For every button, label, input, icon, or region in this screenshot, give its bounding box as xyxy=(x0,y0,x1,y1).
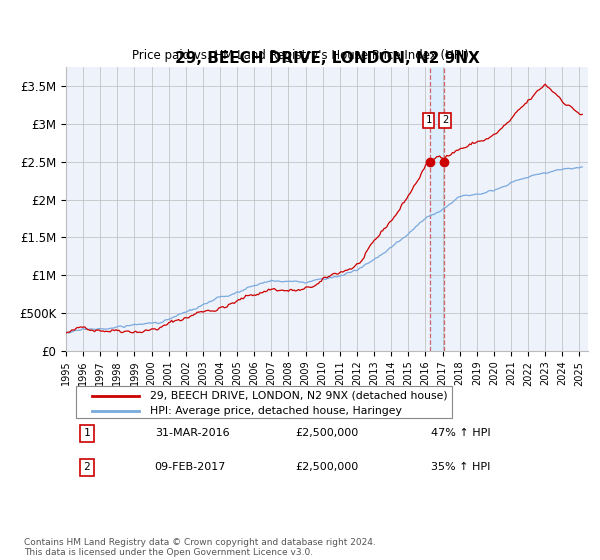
Title: 29, BEECH DRIVE, LONDON, N2 9NX: 29, BEECH DRIVE, LONDON, N2 9NX xyxy=(175,51,479,66)
Text: 2: 2 xyxy=(83,462,90,472)
Text: 2: 2 xyxy=(442,115,448,125)
Text: 35% ↑ HPI: 35% ↑ HPI xyxy=(431,462,491,472)
Text: 1: 1 xyxy=(83,428,90,438)
Text: Price paid vs. HM Land Registry's House Price Index (HPI): Price paid vs. HM Land Registry's House … xyxy=(131,49,469,62)
Text: 47% ↑ HPI: 47% ↑ HPI xyxy=(431,428,491,438)
FancyBboxPatch shape xyxy=(76,386,452,418)
Text: 09-FEB-2017: 09-FEB-2017 xyxy=(155,462,226,472)
Bar xyxy=(430,67,444,351)
Text: 29, BEECH DRIVE, LONDON, N2 9NX (detached house): 29, BEECH DRIVE, LONDON, N2 9NX (detache… xyxy=(149,391,447,400)
Text: 1: 1 xyxy=(425,115,432,125)
Text: 31-MAR-2016: 31-MAR-2016 xyxy=(155,428,229,438)
Text: Contains HM Land Registry data © Crown copyright and database right 2024.
This d: Contains HM Land Registry data © Crown c… xyxy=(24,538,376,557)
Text: HPI: Average price, detached house, Haringey: HPI: Average price, detached house, Hari… xyxy=(149,406,401,416)
Text: £2,500,000: £2,500,000 xyxy=(296,462,359,472)
Text: £2,500,000: £2,500,000 xyxy=(296,428,359,438)
